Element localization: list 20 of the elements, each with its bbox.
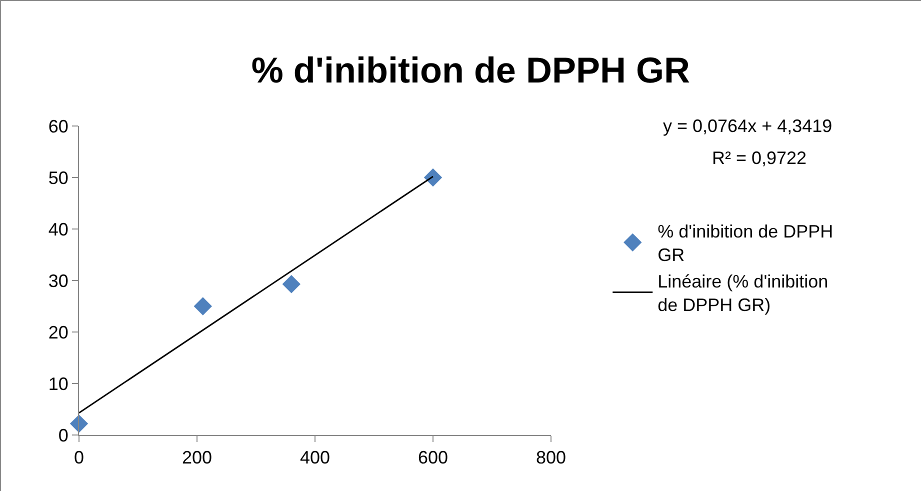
point	[282, 275, 300, 294]
text: y = 0,0764x + 4,3419	[663, 116, 832, 136]
point	[194, 297, 212, 316]
x-tick-label: 400	[300, 448, 330, 468]
chart-title: % d'inibition de DPPH GR	[251, 49, 690, 90]
text: R² = 0,9722	[712, 148, 807, 168]
legend-label: Linéaire (% d'inibition de DPPH GR)	[658, 272, 828, 315]
x-tick-label: 0	[74, 448, 84, 468]
x-tick-label: 600	[418, 448, 448, 468]
y-tick-label: 50	[48, 168, 68, 188]
y-tick-label: 0	[58, 425, 68, 446]
y-tick-label: 10	[48, 374, 68, 394]
x-tick-label: 800	[536, 448, 566, 468]
y-tick-label: 20	[48, 322, 68, 342]
legend-label: % d'inibition de DPPH GR	[658, 222, 834, 266]
y-tick-label: 60	[48, 116, 68, 136]
y-tick-label: 40	[48, 219, 68, 240]
x-tick-label: 200	[182, 448, 212, 468]
point	[424, 168, 442, 187]
y-tick-label: 30	[48, 270, 68, 291]
